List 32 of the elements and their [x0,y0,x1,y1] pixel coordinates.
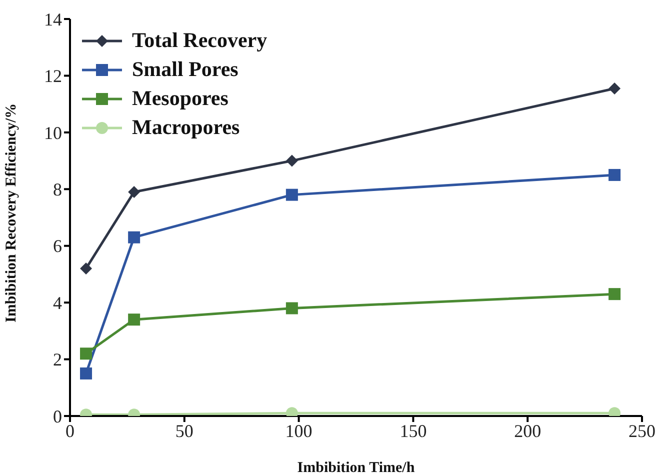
point [608,168,621,181]
point [286,302,298,314]
point [80,262,92,275]
legend-label: Macropores [132,115,240,140]
point [608,288,621,300]
x-tick-label: 0 [66,420,74,441]
y-tick-label: 6 [53,236,62,256]
y-tick-label: 2 [53,350,62,370]
point [128,186,140,198]
point [80,367,92,380]
x-tick-label: 150 [400,420,427,441]
y-tick-label: 8 [53,180,62,200]
point [80,348,92,360]
y-tick-label: 0 [53,406,62,426]
y-axis-title: Imbibition Recovery Efficiency/% [3,103,20,322]
legend-label: Small Pores [132,57,238,82]
point [286,188,298,201]
x-axis-title: Imbibition Time/h [297,460,416,474]
legend-label: Mesopores [132,86,228,111]
y-tick-label: 4 [53,292,62,313]
x-tick-label: 100 [285,420,312,441]
legend-label: Total Recovery [132,28,268,53]
y-tick-label: 12 [44,66,62,86]
point [128,231,140,244]
x-tick-label: 50 [175,420,194,441]
point [286,154,298,167]
y-tick-label: 10 [44,122,62,143]
y-tick-label: 14 [44,9,62,30]
x-tick-label: 200 [514,420,542,441]
x-tick-label: 250 [628,420,656,441]
point [128,314,140,326]
point [608,82,621,94]
